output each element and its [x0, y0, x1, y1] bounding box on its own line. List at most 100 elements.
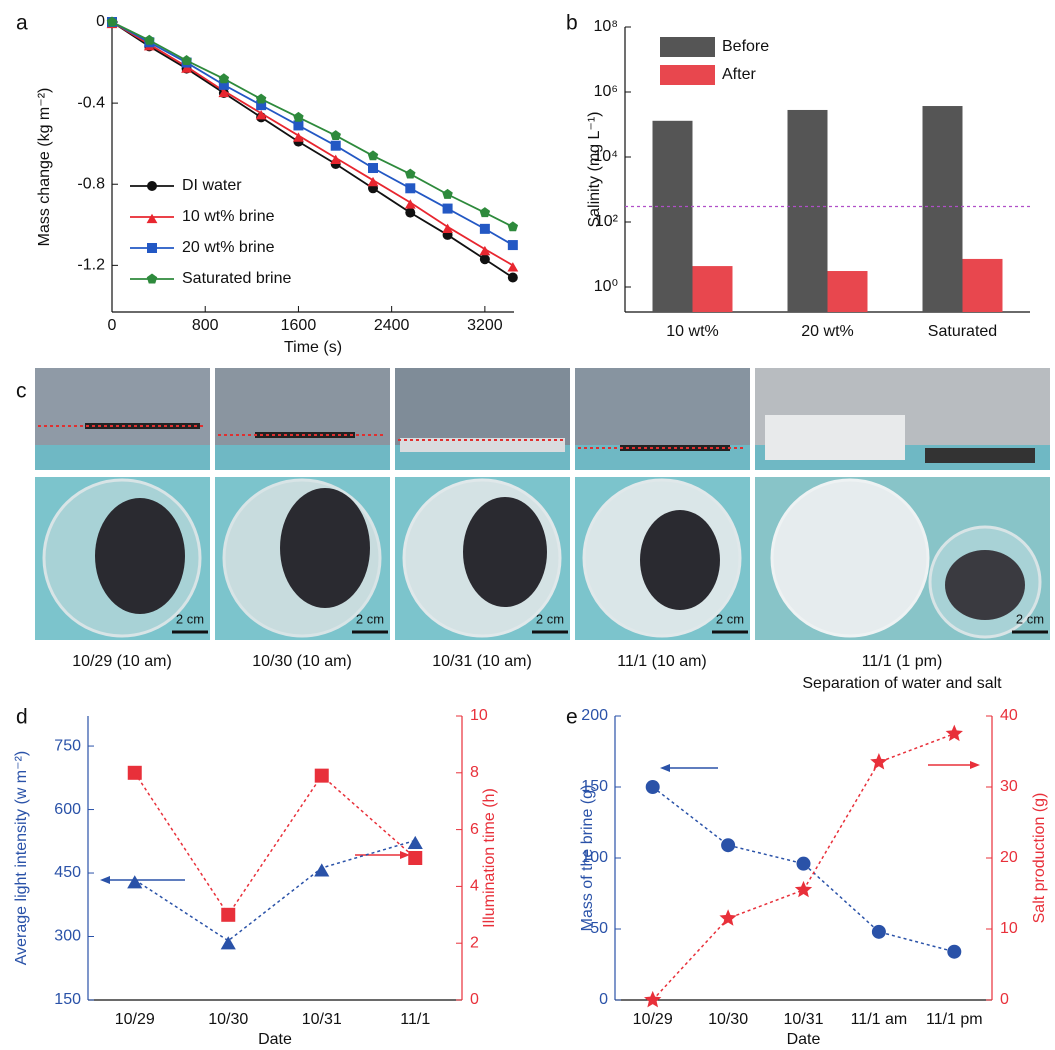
photo-caption: 11/1 (10 am) [617, 653, 707, 670]
arrow-head [660, 764, 670, 772]
legend-label: Saturated brine [182, 270, 292, 287]
marker [405, 183, 416, 194]
x-tick-label: 10/31 [302, 1011, 342, 1028]
arrows [100, 761, 980, 884]
y2-tick-label: 6 [470, 821, 479, 838]
y-tick-label: 0 [599, 991, 608, 1008]
marker [945, 724, 963, 742]
bar [962, 258, 1003, 312]
x-tick-label: 10/29 [115, 1011, 155, 1028]
marker [404, 199, 416, 209]
marker [144, 34, 155, 45]
marker [220, 936, 236, 950]
marker [405, 168, 416, 179]
marker [127, 765, 142, 780]
marker [507, 221, 519, 232]
y2-tick-label: 20 [1000, 849, 1018, 866]
line [652, 786, 955, 953]
marker [479, 207, 491, 218]
x-tick-label: Saturated [928, 323, 997, 340]
y-tick-label: 10⁸ [593, 18, 618, 35]
y-tick-label: 750 [54, 737, 81, 754]
y-tick-label: 0 [96, 13, 105, 30]
line [652, 733, 955, 1001]
bar [652, 120, 693, 312]
y-tick-label: 150 [581, 778, 608, 795]
legend-swatch [660, 65, 715, 85]
x-tick-label: 0 [108, 317, 117, 334]
marker [293, 111, 304, 122]
legend-marker [147, 243, 157, 253]
legend-marker [146, 273, 158, 284]
marker [794, 880, 813, 898]
marker [507, 272, 518, 283]
photo-detail [400, 438, 565, 452]
scale-label: 2 cm [176, 611, 204, 626]
marker [507, 240, 518, 251]
beads [463, 497, 547, 607]
legend-marker [147, 181, 157, 191]
y-tick-label: -1.2 [77, 257, 105, 274]
scale-label: 2 cm [356, 611, 384, 626]
x-tick-label: 10 wt% [666, 323, 718, 340]
chart-panel: d 150 300 450 600 750 0 2 4 6 8 10 10/29 10/30 10/31 11… [13, 706, 498, 1049]
photo-caption: 11/1 (1 pm) [862, 653, 943, 670]
y2-tick-label: 0 [470, 991, 479, 1008]
marker [293, 132, 304, 142]
line [111, 21, 514, 246]
marker [221, 907, 236, 922]
x-tick-label: 10/31 [783, 1011, 823, 1028]
line [134, 839, 416, 942]
photo-detail [765, 415, 905, 460]
beads [640, 510, 720, 610]
photo-panel: c [16, 368, 1050, 692]
scale-label: 2 cm [716, 611, 744, 626]
x-axis-label: Date [258, 1031, 292, 1045]
line [111, 21, 514, 267]
marker [796, 856, 811, 871]
y-tick-label: -0.4 [77, 94, 105, 111]
bar [787, 109, 828, 313]
marker [218, 87, 230, 98]
y2-tick-label: 10 [470, 707, 488, 724]
x-tick-label: 20 wt% [801, 323, 853, 340]
y-tick-label: 300 [54, 928, 81, 945]
marker [314, 863, 330, 877]
bar [692, 266, 733, 312]
marker [330, 140, 341, 151]
marker [314, 768, 329, 783]
photo-caption: 10/29 (10 am) [72, 653, 172, 670]
marker [127, 875, 143, 889]
x-tick-label: 11/1 am [851, 1011, 908, 1028]
y2-tick-label: 40 [1000, 707, 1018, 724]
marker [870, 753, 888, 770]
chart-panel: b 10⁰ 10² 10⁴ 10⁶ 10⁸ 10 wt% 20 wt% Saturated Sal… [566, 12, 1030, 340]
legend-swatch [660, 37, 715, 57]
y-tick-label: 10² [595, 213, 619, 230]
marker [947, 944, 962, 959]
x-tick-label: 2400 [374, 317, 410, 334]
y-axis-label: Salinity (mg L⁻¹) [586, 111, 603, 227]
marker [442, 188, 453, 199]
y2-tick-label: 10 [1000, 920, 1018, 937]
legend-label: 10 wt% brine [182, 208, 275, 225]
marker [330, 130, 341, 141]
marker [645, 780, 660, 794]
y-tick-label: 10⁴ [593, 148, 618, 165]
marker [293, 120, 304, 131]
chart-panel: a 0 -0.4 -0.8 -1.2 0 800 1600 2400 3200 Time (s) Ma… [16, 12, 519, 356]
panel-label: a [16, 12, 28, 35]
y-axis-label: Mass change (kg m⁻²) [36, 88, 53, 247]
y-tick-label: 100 [581, 849, 608, 866]
x-axis-label: Date [787, 1031, 821, 1045]
legend-label: After [722, 66, 756, 83]
marker [255, 110, 267, 120]
x-tick-label: 3200 [467, 317, 503, 334]
marker [330, 154, 342, 164]
marker [367, 150, 379, 161]
y-axis-label: Mass of the brine (g) [579, 785, 596, 932]
x-tick-label: 1600 [281, 317, 317, 334]
legend-label: Before [722, 38, 769, 55]
bar [922, 106, 963, 313]
marker [871, 924, 886, 939]
